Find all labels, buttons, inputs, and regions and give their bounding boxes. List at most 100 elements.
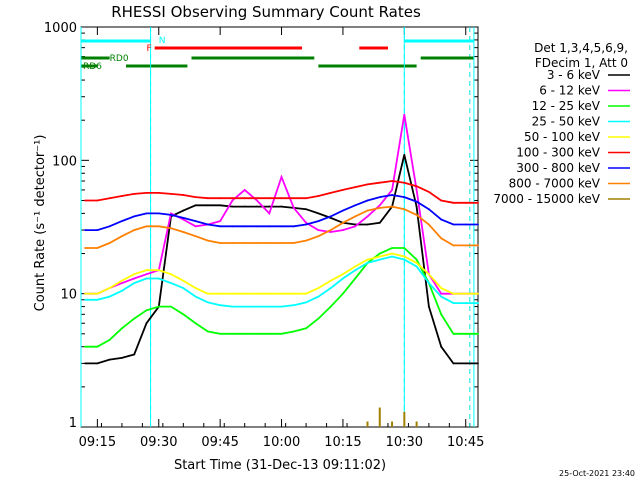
data-point [305,223,308,226]
data-point [194,225,197,228]
data-point [477,332,479,335]
data-point [219,242,222,244]
data-point [305,239,308,242]
data-point [366,215,369,218]
data-point [182,279,185,282]
data-point [231,332,234,335]
data-point [440,218,443,221]
data-point [452,362,455,365]
data-point [366,183,369,186]
legend-entry-label: 12 - 25 keV [532,99,601,113]
data-point [366,223,369,226]
data-point [170,305,172,308]
data-point [243,292,246,295]
data-point [133,282,136,285]
legend-entry-label: 6 - 12 keV [539,84,601,98]
data-point [133,215,136,218]
data-point [415,265,418,268]
data-point [305,197,308,200]
data-point [243,197,246,200]
data-point [170,227,172,230]
y-tick-label: 10 [60,288,77,303]
data-point [452,332,455,335]
data-point [440,287,443,290]
data-point [280,205,283,208]
data-point [280,332,283,335]
data-point [170,273,172,276]
data-point [145,322,148,325]
data-point [145,225,148,228]
data-point [415,189,418,191]
data-point [391,247,393,249]
data-point [292,206,295,209]
data-point [366,209,369,212]
data-point [206,204,209,207]
data-point [440,345,443,348]
legend-entry-label: 800 - 7000 keV [509,177,601,191]
y-tick-label: 100 [52,154,77,169]
data-point [317,287,320,290]
data-point [108,339,111,341]
data-point [342,189,344,191]
data-point [157,305,160,308]
data-point [403,208,406,211]
data-point [305,221,308,224]
data-point [378,181,381,184]
data-point [427,223,430,226]
data-point [243,225,246,228]
data-point [182,209,185,212]
data-point [145,269,148,272]
data-point [329,231,332,233]
data-point [268,292,271,295]
y-axis-label: Count Rate (s⁻¹ detector⁻¹) [33,135,48,312]
data-point [108,287,111,290]
data-point [452,201,455,204]
data-point [452,244,455,247]
data-point [194,295,197,298]
data-point [378,196,381,198]
data-point [108,358,111,361]
data-point [206,197,209,200]
data-point [206,301,209,304]
data-point [157,225,160,228]
data-point [96,292,99,295]
data-point [280,225,283,228]
data-point [305,292,308,295]
data-point [256,199,258,202]
data-point [292,304,295,307]
data-point [219,204,222,207]
data-point [231,199,234,202]
data-point [84,298,86,301]
data-point [84,229,86,231]
legend-entry-label: 100 - 300 keV [516,146,600,160]
data-point [231,292,234,295]
data-point [231,242,234,244]
data-point [354,225,357,228]
data-point [145,277,148,280]
legend-entry-label: 50 - 100 keV [524,130,601,144]
data-point [194,235,197,238]
data-point [268,305,271,308]
data-point [219,197,222,200]
legend-header-line-1: Det 1,3,4,5,6,9, [534,41,628,55]
data-point [194,196,197,198]
series-0 [84,153,479,365]
data-point [378,221,381,224]
data-point [268,225,271,228]
data-point [464,201,467,204]
data-point [305,301,308,304]
data-point [182,218,185,221]
data-point [121,282,123,285]
footer-date: 25-Oct-2021 23:40 [559,469,635,478]
data-point [96,362,99,365]
data-point [378,204,381,207]
data-point [329,279,332,282]
data-point [292,292,295,295]
data-point [391,255,393,258]
data-point [415,185,418,188]
x-tick-label: 09:45 [201,435,238,450]
data-point [121,235,123,238]
data-point [440,237,443,240]
data-point [96,199,99,202]
